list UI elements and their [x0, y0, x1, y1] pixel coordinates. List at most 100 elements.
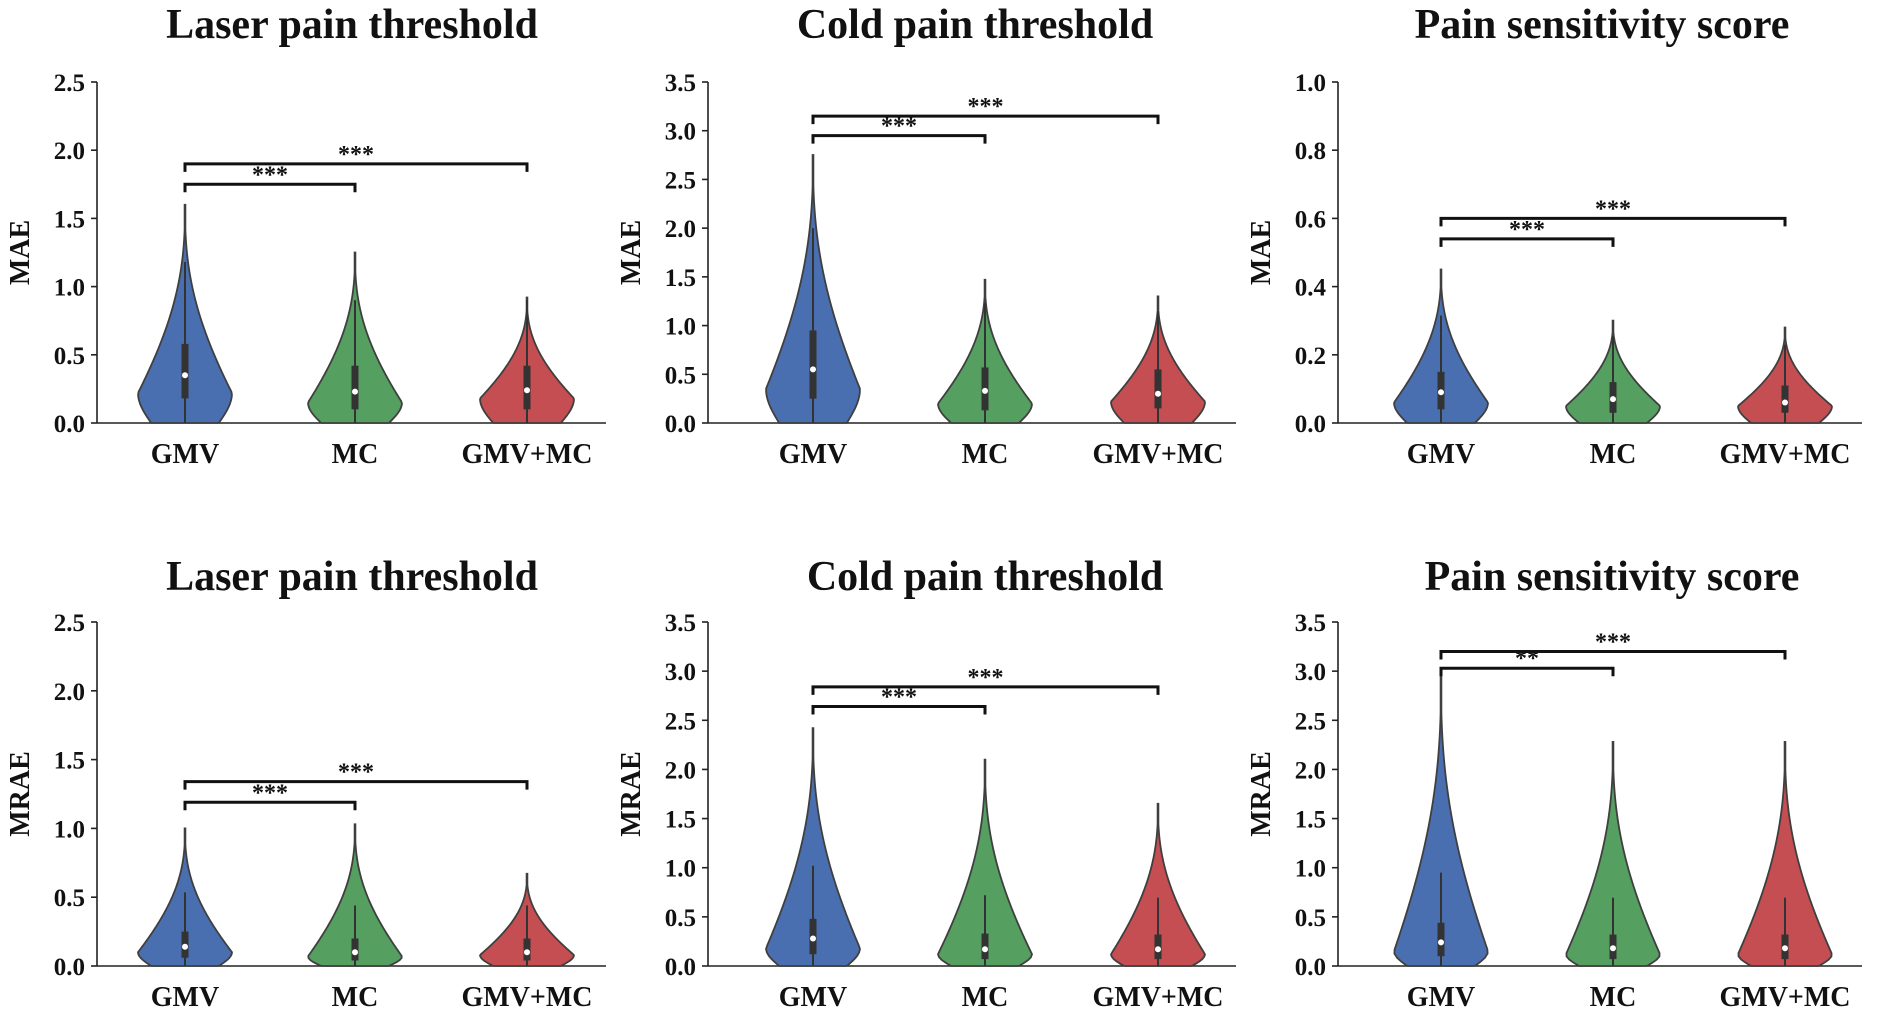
y-tick-label: 1.5: [665, 807, 696, 834]
chart-title: Pain sensitivity score: [1415, 2, 1790, 48]
x-category-label: GMV+MC: [461, 439, 592, 470]
violin-median: [1155, 946, 1161, 953]
y-tick-label: 0.0: [665, 411, 696, 438]
y-tick-label: 2.0: [665, 216, 696, 243]
y-tick-label: 1.0: [54, 275, 85, 302]
violin-box: [181, 343, 189, 399]
x-category-label: GMV: [1407, 439, 1475, 470]
violin-median: [1610, 396, 1616, 403]
x-category-label: MC: [962, 982, 1009, 1010]
significance-label: ***: [338, 760, 374, 786]
chart-panel-6: Pain sensitivity score 0.0 0.5 1.0 1.5 2.0 2.5…: [1246, 554, 1862, 1010]
y-tick-label: 3.5: [665, 610, 696, 637]
x-category-label: GMV: [779, 982, 847, 1010]
violin-median: [524, 387, 530, 394]
y-tick-label: 0.5: [1295, 905, 1326, 932]
chart-panel-5: Cold pain threshold 0.0 0.5 1.0 1.5 2.0 2.5 3.0…: [616, 554, 1236, 1010]
x-category-label: MC: [332, 982, 379, 1010]
chart-panel-3: Pain sensitivity score 0.0 0.2 0.4 0.6 0.8 1.0…: [1246, 2, 1862, 470]
significance-label: ***: [881, 685, 917, 711]
y-tick-label: 2.0: [1295, 757, 1326, 784]
significance-label: ***: [1595, 196, 1631, 222]
y-tick-label: 1.0: [665, 314, 696, 341]
violin-box: [809, 330, 817, 399]
violin-median: [982, 387, 988, 394]
violin-median: [182, 943, 188, 950]
violin-gmv-mc: [1110, 802, 1206, 967]
chart-panel-4: Laser pain threshold 0.0 0.5 1.0 1.5 2.0 2.5 MR…: [5, 554, 606, 1010]
y-tick-label: 0.5: [54, 885, 85, 912]
y-tick-label: 3.5: [665, 70, 696, 97]
violin-mc: [937, 758, 1033, 967]
y-tick-label: 2.5: [665, 167, 696, 194]
x-category-label: GMV: [151, 439, 219, 470]
y-tick-label: 2.0: [54, 679, 85, 706]
x-category-label: GMV: [779, 439, 847, 470]
y-tick-label: 2.0: [665, 757, 696, 784]
y-tick-label: 0.8: [1295, 138, 1326, 165]
y-tick-label: 1.5: [1295, 807, 1326, 834]
y-tick-label: 2.0: [54, 138, 85, 165]
y-tick-label: 1.0: [665, 856, 696, 883]
y-axis-label: MRAE: [1246, 751, 1277, 837]
y-tick-label: 0.5: [665, 905, 696, 932]
y-tick-label: 1.0: [1295, 856, 1326, 883]
y-tick-label: 0.0: [54, 954, 85, 981]
chart-panel-1: Laser pain threshold 0.0 0.5 1.0 1.5 2.0 2.5 MA…: [5, 2, 606, 470]
violin-median: [1438, 389, 1444, 396]
x-category-label: GMV+MC: [1092, 439, 1223, 470]
y-tick-label: 0.5: [54, 343, 85, 370]
significance-bracket: [1439, 237, 1615, 247]
chart-title: Cold pain threshold: [807, 554, 1163, 600]
violin-box: [1154, 369, 1162, 409]
violin-median: [810, 366, 816, 373]
violin-median: [810, 935, 816, 942]
significance-label: ***: [968, 94, 1004, 120]
significance-label: ***: [252, 780, 288, 806]
violin-gmv: [765, 727, 861, 967]
x-category-label: GMV+MC: [461, 982, 592, 1010]
significance-bracket: [811, 114, 1160, 125]
x-category-label: GMV: [1407, 982, 1475, 1010]
chart-title: Cold pain threshold: [797, 2, 1153, 48]
y-tick-label: 0.0: [54, 411, 85, 438]
y-tick-label: 2.5: [54, 610, 85, 637]
violin-box: [351, 365, 359, 410]
significance-label: ***: [1509, 217, 1545, 243]
violin-median: [1155, 390, 1161, 397]
y-tick-label: 1.0: [1295, 70, 1326, 97]
x-category-label: GMV: [151, 982, 219, 1010]
chart-title: Laser pain threshold: [166, 2, 538, 48]
y-tick-label: 2.5: [665, 708, 696, 735]
significance-bracket: [811, 134, 987, 144]
violin-median: [352, 388, 358, 395]
y-tick-label: 0.5: [665, 362, 696, 389]
significance-bracket: [1439, 216, 1787, 227]
x-category-label: GMV+MC: [1719, 982, 1850, 1010]
x-category-label: GMV+MC: [1719, 439, 1850, 470]
y-tick-label: 0.6: [1295, 206, 1326, 233]
violin-mc: [307, 823, 403, 967]
chart-title: Laser pain threshold: [166, 554, 538, 600]
y-tick-label: 1.5: [665, 265, 696, 292]
significance-bracket: [1439, 649, 1787, 660]
significance-bracket: [183, 800, 357, 811]
violin-median: [1782, 945, 1788, 952]
y-tick-label: 1.5: [54, 206, 85, 233]
x-category-label: MC: [1590, 439, 1637, 470]
significance-label: ***: [881, 114, 917, 140]
violin-median: [182, 372, 188, 379]
significance-label: ***: [252, 162, 288, 188]
x-category-label: MC: [962, 439, 1009, 470]
significance-bracket: [811, 705, 987, 715]
violin-median: [1610, 945, 1616, 952]
violin-median: [352, 949, 358, 956]
y-axis-label: MAE: [616, 220, 647, 285]
y-tick-label: 1.5: [54, 748, 85, 775]
significance-label: ***: [338, 142, 374, 168]
violin-mc: [1565, 741, 1661, 967]
y-tick-label: 0.0: [1295, 411, 1326, 438]
violin-gmv-mc: [1737, 741, 1833, 967]
chart-title: Pain sensitivity score: [1425, 554, 1800, 600]
